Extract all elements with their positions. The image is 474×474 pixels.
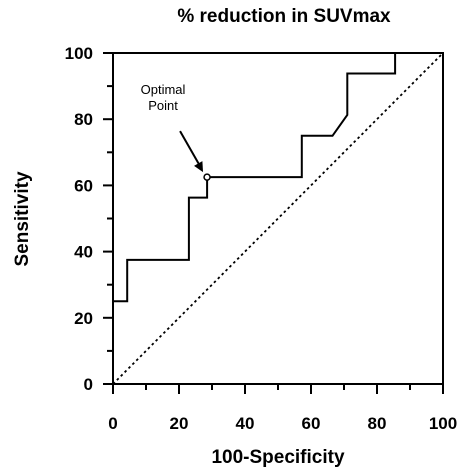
annotation-arrow-line: [179, 130, 201, 167]
x-axis-label: 100-Specificity: [211, 447, 344, 468]
x-tick-label: 100: [429, 414, 457, 433]
optimal-point-marker: [203, 173, 211, 181]
x-tick-label: 80: [368, 414, 387, 433]
x-tick-label: 0: [108, 414, 117, 433]
annotation-label: Optimal: [141, 82, 186, 97]
annotation-label: Point: [148, 98, 178, 113]
roc-curve-line: [113, 53, 397, 303]
x-tick-label: 60: [302, 414, 321, 433]
y-tick-label: 60: [74, 176, 93, 195]
y-tick-label: 20: [74, 309, 93, 328]
x-tick-label: 40: [236, 414, 255, 433]
y-tick-label: 80: [74, 110, 93, 129]
x-tick-label: 20: [170, 414, 189, 433]
y-axis-label: Sensitivity: [12, 171, 33, 266]
chart-title: % reduction in SUVmax: [177, 6, 391, 27]
annotation-arrow-head: [194, 161, 204, 173]
y-tick-label: 40: [74, 243, 93, 262]
reference-diagonal-line: [112, 52, 444, 385]
y-tick-label: 0: [84, 375, 93, 394]
y-tick-label: 100: [65, 44, 93, 63]
